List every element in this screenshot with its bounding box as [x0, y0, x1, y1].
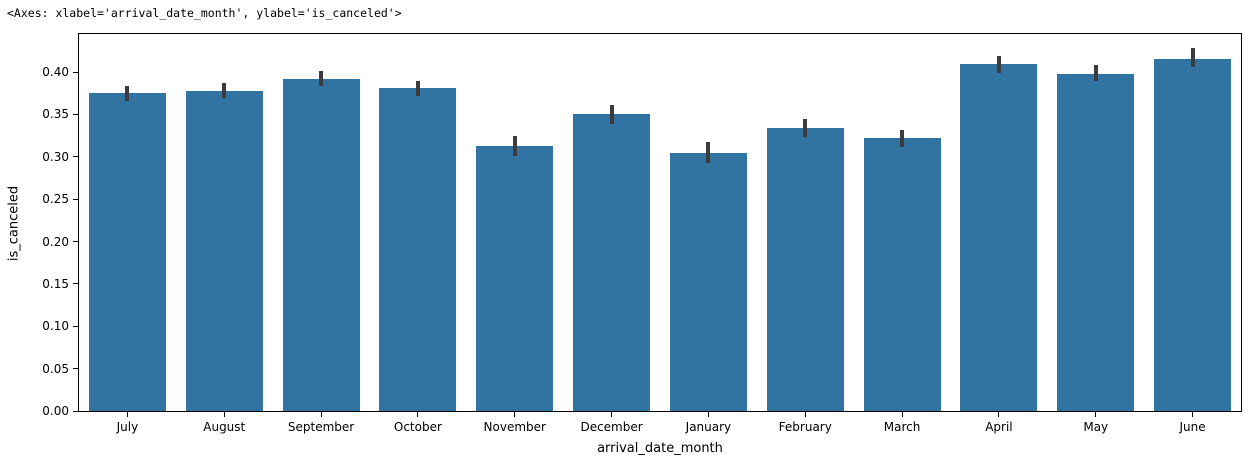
x-tick-mark	[804, 412, 806, 417]
x-tick-label: July	[116, 420, 139, 434]
y-tick-mark	[73, 283, 78, 285]
x-tick-mark	[126, 412, 128, 417]
x-tick-label: May	[1083, 420, 1109, 434]
error-bar-june	[1190, 48, 1195, 68]
bar-october	[379, 88, 457, 411]
bar-february	[766, 128, 844, 411]
x-tick-mark	[417, 412, 419, 417]
y-tick-mark	[73, 410, 78, 412]
bar-november	[476, 145, 554, 411]
bar-june	[1154, 58, 1232, 411]
x-tick-label: November	[483, 420, 546, 434]
x-tick-mark	[998, 412, 1000, 417]
x-tick-label: September	[287, 420, 355, 434]
error-bar-january	[706, 142, 711, 163]
error-bar-august	[222, 83, 227, 99]
x-tick-label: January	[685, 420, 732, 434]
bar-march	[863, 138, 941, 411]
x-tick-label: October	[393, 420, 442, 434]
y-tick-mark	[73, 71, 78, 73]
x-tick-label: December	[580, 420, 643, 434]
bar-july	[88, 93, 166, 411]
error-bar-may	[1093, 65, 1098, 82]
x-tick-mark	[901, 412, 903, 417]
bar-may	[1057, 73, 1135, 411]
x-tick-mark	[611, 412, 613, 417]
x-tick-mark	[1192, 412, 1194, 417]
y-tick-mark	[73, 198, 78, 200]
x-tick-mark	[320, 412, 322, 417]
bar-december	[573, 114, 651, 411]
x-tick-mark	[1095, 412, 1097, 417]
bar-september	[282, 78, 360, 411]
x-axis-label: arrival_date_month	[597, 441, 723, 456]
x-tick-label: March	[883, 420, 921, 434]
x-tick-label: February	[778, 420, 832, 434]
error-bar-april	[996, 56, 1001, 73]
bar-chart-plot-area: 0.00 0.05 0.10 0.15 0.20 0.25 0.30 0.35 0.40 July…	[42, 33, 1242, 434]
error-bar-october	[415, 80, 420, 96]
axes-repr-text: <Axes: xlabel='arrival_date_month', ylab…	[7, 6, 402, 20]
bar-august	[185, 90, 263, 411]
error-bar-february	[803, 118, 808, 138]
error-bar-july	[125, 85, 130, 101]
y-tick-mark	[73, 156, 78, 158]
bar-april	[960, 64, 1038, 411]
y-tick-mark	[73, 113, 78, 115]
y-tick-label: 0.25	[42, 192, 69, 207]
y-tick-label: 0.35	[42, 107, 69, 122]
x-tick-mark	[707, 412, 709, 417]
x-tick-label: April	[985, 420, 1013, 434]
y-tick-label: 0.40	[42, 65, 69, 80]
y-tick-label: 0.15	[42, 276, 69, 291]
y-tick-label: 0.05	[42, 361, 69, 376]
y-tick-mark	[73, 368, 78, 370]
error-bar-september	[319, 71, 324, 86]
error-bar-december	[609, 105, 614, 124]
x-tick-label: August	[203, 420, 246, 434]
y-tick-label: 0.20	[42, 234, 69, 249]
error-bar-november	[512, 135, 517, 156]
x-tick-mark	[223, 412, 225, 417]
x-tick-label: June	[1179, 420, 1206, 434]
x-tick-mark	[514, 412, 516, 417]
y-tick-mark	[73, 241, 78, 243]
y-tick-mark	[73, 325, 78, 327]
bar-january	[669, 152, 747, 411]
error-bar-march	[900, 129, 905, 147]
y-tick-label: 0.10	[42, 319, 69, 334]
y-tick-label: 0.00	[42, 404, 69, 418]
y-tick-label: 0.30	[42, 149, 69, 164]
